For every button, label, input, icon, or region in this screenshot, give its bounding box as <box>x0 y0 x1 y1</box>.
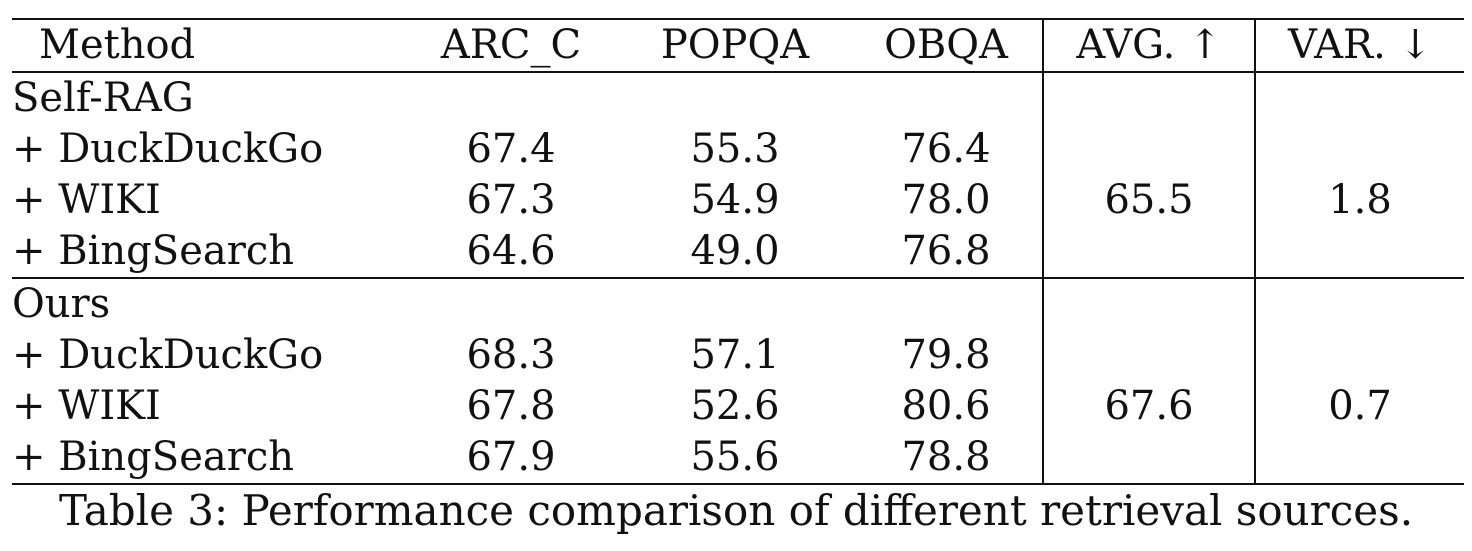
cell-obqa: 78.0 <box>901 177 991 223</box>
table-row: + WIKI 67.3 54.9 78.0 <box>12 175 1464 226</box>
cell-arc-c: 64.6 <box>466 228 556 274</box>
row-label: + BingSearch <box>12 434 294 480</box>
row-label: + WIKI <box>12 383 161 429</box>
header-avg: AVG. ↑ <box>1042 18 1255 73</box>
cell-obqa: 80.6 <box>901 383 991 429</box>
cell-obqa: 78.8 <box>901 434 991 480</box>
header-var: VAR. ↓ <box>1254 18 1464 73</box>
row-label: + BingSearch <box>12 228 294 274</box>
cell-popqa: 55.6 <box>690 434 780 480</box>
group-title-row: Ours 67.6 0.7 <box>12 278 1464 484</box>
header-obqa: OBQA <box>850 18 1043 73</box>
cell-popqa: 55.3 <box>690 126 780 172</box>
group-title-row: Self-RAG 65.5 1.8 <box>12 72 1464 278</box>
avg-cell: 67.6 <box>1042 278 1255 484</box>
cell-arc-c: 67.9 <box>466 434 556 480</box>
cell-popqa: 52.6 <box>690 383 780 429</box>
cell-popqa: 54.9 <box>690 177 780 223</box>
group-name: Self-RAG <box>12 75 194 121</box>
cell-popqa: 57.1 <box>690 332 780 378</box>
header-popqa: POPQA <box>620 18 850 73</box>
header-arc-c: ARC_C <box>402 18 620 73</box>
table-row: + BingSearch 67.9 55.6 78.8 <box>12 432 1464 484</box>
table-row: + BingSearch 64.6 49.0 76.8 <box>12 226 1464 278</box>
table-row: + DuckDuckGo 68.3 57.1 79.8 <box>12 330 1464 381</box>
cell-arc-c: 67.8 <box>466 383 556 429</box>
table-row: + DuckDuckGo 67.4 55.3 76.4 <box>12 124 1464 175</box>
table-row: + WIKI 67.8 52.6 80.6 <box>12 381 1464 432</box>
avg-cell: 65.5 <box>1042 72 1255 278</box>
cell-arc-c: 68.3 <box>466 332 556 378</box>
cell-obqa: 76.8 <box>901 228 991 274</box>
header-row: Method ARC_C POPQA OBQA AVG. ↑ VAR. ↓ <box>12 18 1464 73</box>
cell-popqa: 49.0 <box>690 228 780 274</box>
group-self-rag: Self-RAG 65.5 1.8 + DuckDuckGo 67.4 55.3… <box>12 72 1464 278</box>
cell-arc-c: 67.4 <box>466 126 556 172</box>
table-caption: Table 3: Performance comparison of diffe… <box>58 486 1414 535</box>
cell-obqa: 79.8 <box>901 332 991 378</box>
cell-arc-c: 67.3 <box>466 177 556 223</box>
row-label: + DuckDuckGo <box>12 332 324 378</box>
group-ours: Ours 67.6 0.7 + DuckDuckGo 68.3 57.1 79.… <box>12 278 1464 484</box>
results-table: Method ARC_C POPQA OBQA AVG. ↑ VAR. ↓ Se… <box>12 18 1464 485</box>
group-name: Ours <box>12 281 111 327</box>
var-cell: 1.8 <box>1254 72 1464 278</box>
cell-obqa: 76.4 <box>901 126 991 172</box>
var-cell: 0.7 <box>1254 278 1464 484</box>
row-label: + DuckDuckGo <box>12 126 324 172</box>
header-method: Method <box>12 18 402 73</box>
row-label: + WIKI <box>12 177 161 223</box>
